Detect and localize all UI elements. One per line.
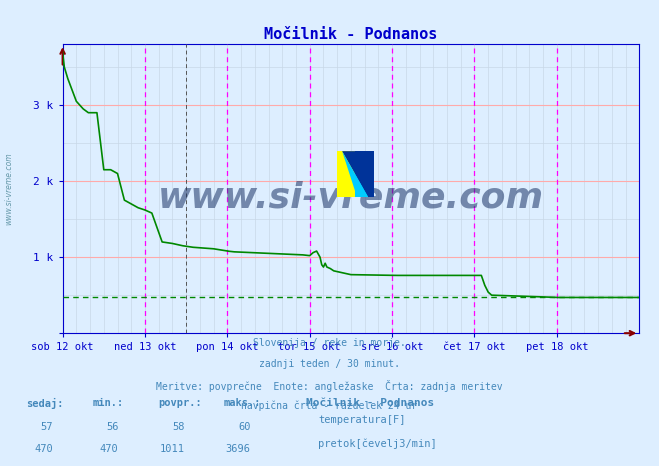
Text: 60: 60	[238, 422, 250, 432]
Text: temperatura[F]: temperatura[F]	[318, 415, 406, 425]
Bar	[337, 151, 355, 198]
Text: 1011: 1011	[159, 444, 185, 453]
Text: Močilnik - Podnanos: Močilnik - Podnanos	[306, 398, 435, 408]
Text: 470: 470	[34, 444, 53, 453]
Bar	[355, 151, 374, 174]
Text: 57: 57	[40, 422, 53, 432]
Polygon shape	[342, 151, 374, 198]
Text: pretok[čevelj3/min]: pretok[čevelj3/min]	[318, 439, 437, 449]
Text: 3696: 3696	[225, 444, 250, 453]
Text: maks.:: maks.:	[224, 398, 262, 408]
Text: 58: 58	[172, 422, 185, 432]
Text: www.si-vreme.com: www.si-vreme.com	[158, 180, 544, 214]
Polygon shape	[342, 151, 368, 198]
Text: 56: 56	[106, 422, 119, 432]
Title: Močilnik - Podnanos: Močilnik - Podnanos	[264, 27, 438, 42]
Text: Meritve: povprečne  Enote: angležaske  Črta: zadnja meritev: Meritve: povprečne Enote: angležaske Črt…	[156, 380, 503, 392]
Text: Slovenija / reke in morje.: Slovenija / reke in morje.	[253, 338, 406, 348]
Text: www.si-vreme.com: www.si-vreme.com	[4, 152, 13, 225]
Text: povpr.:: povpr.:	[158, 398, 202, 408]
Text: sedaj:: sedaj:	[26, 398, 64, 410]
Text: navpična črta - razdelek 24 ur: navpična črta - razdelek 24 ur	[241, 401, 418, 411]
Bar	[355, 174, 374, 198]
Text: min.:: min.:	[92, 398, 123, 408]
Text: zadnji teden / 30 minut.: zadnji teden / 30 minut.	[259, 359, 400, 369]
Text: 470: 470	[100, 444, 119, 453]
